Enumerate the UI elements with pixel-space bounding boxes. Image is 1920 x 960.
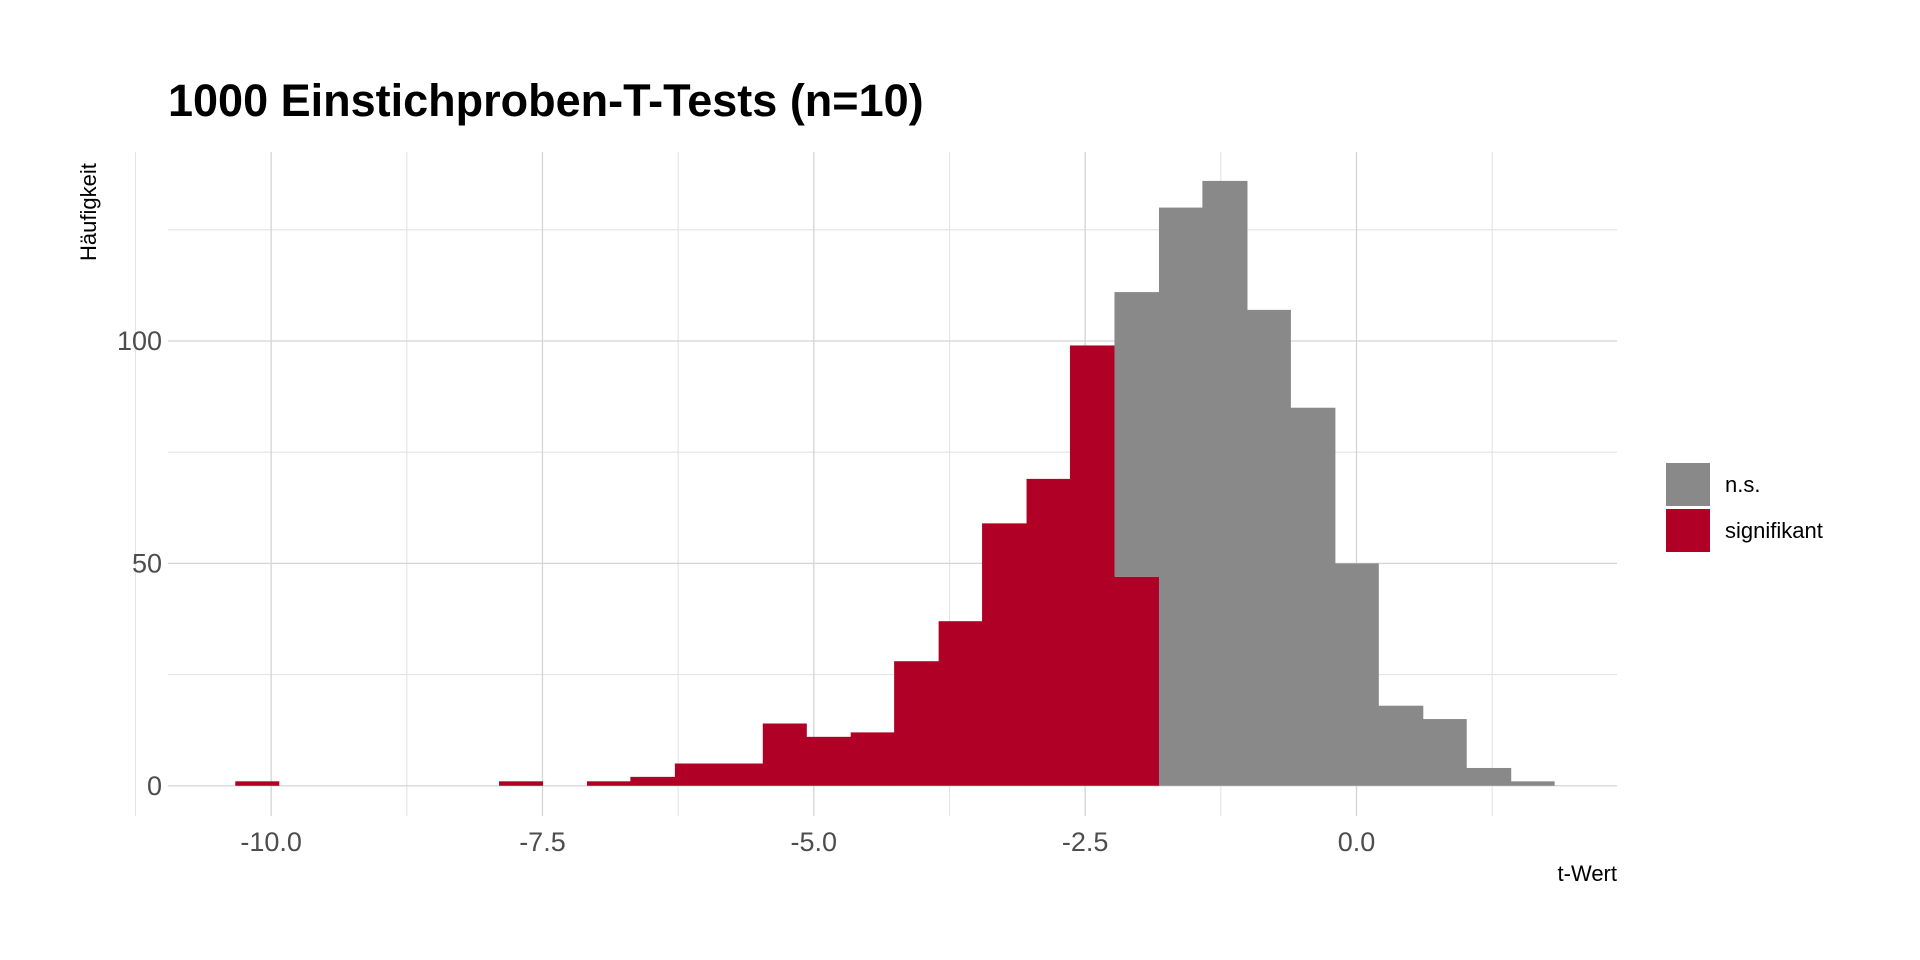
legend-label: n.s. bbox=[1725, 472, 1760, 497]
bar-ns bbox=[1510, 781, 1555, 786]
chart-title: 1000 Einstichproben-T-Tests (n=10) bbox=[168, 75, 924, 126]
bar-signifikant bbox=[499, 781, 544, 786]
bar-signifikant bbox=[718, 763, 764, 786]
y-tick-label: 100 bbox=[117, 326, 162, 356]
x-tick-label: -10.0 bbox=[240, 827, 302, 857]
bar-signifikant bbox=[850, 732, 895, 786]
y-axis-title: Häufigkeit bbox=[76, 163, 101, 261]
x-axis-tick-labels: -10.0 -7.5 -5.0 -2.5 0.0 bbox=[240, 827, 1375, 857]
bar-signifikant bbox=[894, 661, 940, 786]
bar-signifikant bbox=[1114, 576, 1160, 786]
bar-signifikant bbox=[806, 736, 852, 786]
legend: n.s. signifikant bbox=[1666, 463, 1823, 552]
bar-ns bbox=[1246, 309, 1291, 786]
bar-signifikant bbox=[630, 776, 676, 786]
bar-ns bbox=[1158, 207, 1203, 786]
bar-signifikant bbox=[674, 763, 719, 786]
y-tick-label: 0 bbox=[147, 771, 162, 801]
bar-signifikant bbox=[982, 523, 1028, 786]
bar-ns bbox=[1114, 292, 1160, 577]
x-axis-title: t-Wert bbox=[1558, 861, 1617, 886]
bar-signifikant bbox=[938, 621, 983, 786]
x-tick-label: -7.5 bbox=[519, 827, 566, 857]
bar-signifikant bbox=[762, 723, 807, 786]
legend-label: signifikant bbox=[1725, 518, 1823, 543]
histogram-bars bbox=[235, 180, 1555, 786]
y-axis-tick-labels: 0 50 100 bbox=[117, 326, 162, 801]
legend-key bbox=[1666, 463, 1710, 506]
bar-ns bbox=[1290, 407, 1336, 786]
legend-key bbox=[1666, 509, 1710, 552]
bar-ns bbox=[1466, 767, 1512, 786]
bar-signifikant bbox=[235, 781, 280, 786]
bar-ns bbox=[1378, 705, 1424, 786]
bar-signifikant bbox=[586, 781, 631, 786]
x-tick-label: 0.0 bbox=[1338, 827, 1376, 857]
x-tick-label: -2.5 bbox=[1062, 827, 1109, 857]
bar-ns bbox=[1422, 719, 1467, 786]
bar-ns bbox=[1202, 180, 1248, 786]
bar-signifikant bbox=[1026, 478, 1071, 786]
y-tick-label: 50 bbox=[132, 548, 162, 578]
bar-ns bbox=[1334, 563, 1379, 786]
bar-signifikant bbox=[1069, 345, 1116, 786]
x-tick-label: -5.0 bbox=[791, 827, 838, 857]
